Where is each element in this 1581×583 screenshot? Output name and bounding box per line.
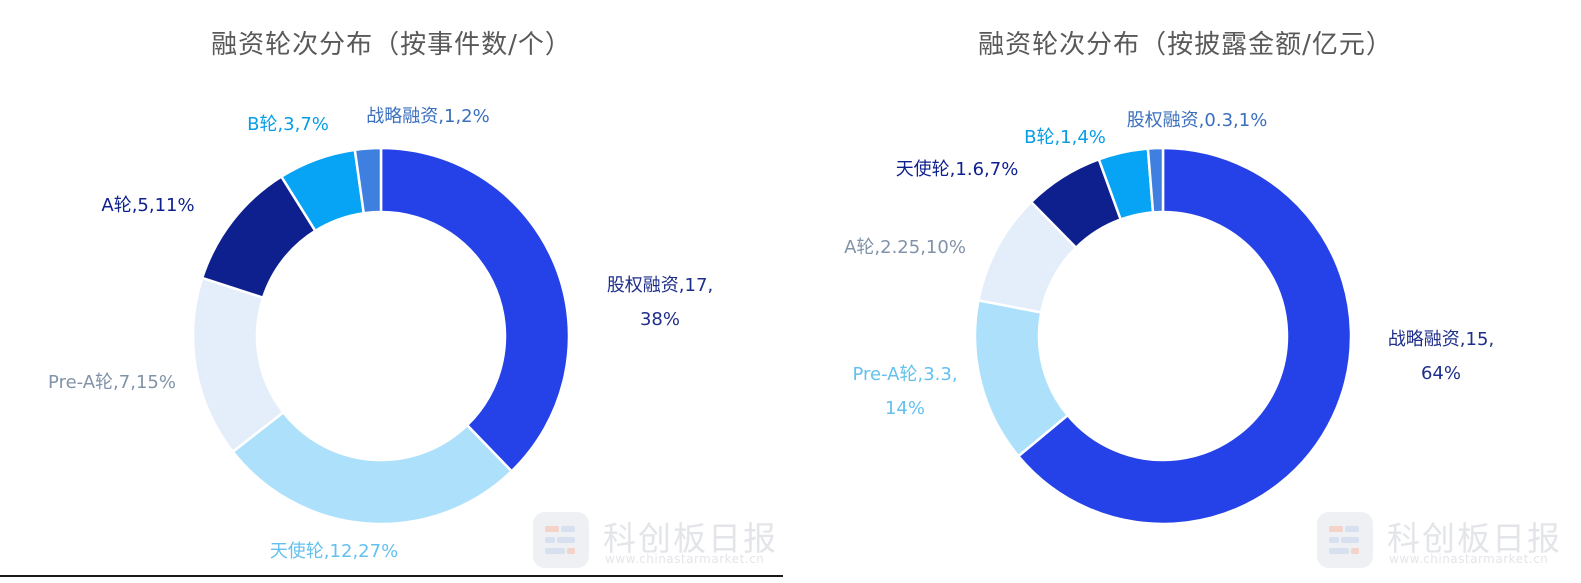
- watermark-logo-icon: [1317, 512, 1373, 568]
- slice-label: 股权融资,0.3,1%: [1127, 110, 1268, 131]
- slice-label-line: A轮,5,11%: [101, 195, 194, 216]
- watermark-logo-icon: [533, 512, 589, 568]
- slice-label: 股权融资,17, 38%: [607, 275, 713, 330]
- donut-slice: [1016, 146, 1353, 526]
- donut-slice: [231, 410, 514, 526]
- slice-label-line: 战略融资,15,: [1388, 329, 1494, 350]
- slice-label-line: 64%: [1421, 363, 1461, 384]
- donut-chart-events: 股权融资,17, 38% 天使轮,12,27% Pre-A轮,7,15% A轮,5,11…: [48, 106, 713, 562]
- slice-label: A轮,2.25,10%: [844, 237, 966, 258]
- chart-panel-events: 融资轮次分布（按事件数/个） 股权融资,17, 38% 天使轮,12,27% Pre-…: [0, 0, 783, 583]
- chart-panel-amount: 融资轮次分布（按披露金额/亿元） 战略融资,15, 64% Pre-A轮,3.3, 1…: [790, 0, 1581, 583]
- slice-label-line: 天使轮,12,27%: [270, 541, 398, 562]
- slice-label: B轮,3,7%: [247, 114, 329, 135]
- slice-label-line: 天使轮,1.6,7%: [896, 159, 1019, 180]
- slice-label-line: Pre-A轮,3.3,: [852, 364, 957, 385]
- slice-label-line: 战略融资,1,2%: [366, 106, 489, 127]
- watermark-url: www.chinastarmarket.cn: [605, 552, 765, 566]
- chart-title: 融资轮次分布（按披露金额/亿元）: [978, 30, 1393, 60]
- slice-label-line: A轮,2.25,10%: [844, 237, 966, 258]
- slice-label: 天使轮,1.6,7%: [896, 159, 1019, 180]
- watermark-name: 科创板日报: [1387, 519, 1562, 558]
- slice-label-line: 14%: [885, 398, 925, 419]
- watermark-url: www.chinastarmarket.cn: [1389, 552, 1549, 566]
- divider-line: [0, 575, 783, 577]
- donut-chart-amount: 战略融资,15, 64% Pre-A轮,3.3, 14% A轮,2.25,10% 天使轮,…: [844, 110, 1494, 526]
- watermark-name: 科创板日报: [603, 519, 778, 558]
- slice-label: B轮,1,4%: [1024, 127, 1106, 148]
- slice-label: A轮,5,11%: [101, 195, 194, 216]
- slice-label: 战略融资,15, 64%: [1388, 329, 1494, 384]
- slice-label-line: 38%: [640, 309, 680, 330]
- slice-label-line: B轮,3,7%: [247, 114, 329, 135]
- chart-title: 融资轮次分布（按事件数/个）: [211, 30, 572, 60]
- slice-label: Pre-A轮,7,15%: [48, 372, 176, 393]
- slice-label-line: Pre-A轮,7,15%: [48, 372, 176, 393]
- slice-label-line: 股权融资,17,: [607, 275, 713, 296]
- donut-slice: [353, 146, 383, 215]
- slice-label-line: 股权融资,0.3,1%: [1127, 110, 1268, 131]
- donut-slice: [379, 146, 571, 474]
- slice-label: 天使轮,12,27%: [270, 541, 398, 562]
- slice-label-line: B轮,1,4%: [1024, 127, 1106, 148]
- slice-label: Pre-A轮,3.3, 14%: [852, 364, 957, 419]
- slice-label: 战略融资,1,2%: [366, 106, 489, 127]
- donut-slice: [1146, 146, 1165, 214]
